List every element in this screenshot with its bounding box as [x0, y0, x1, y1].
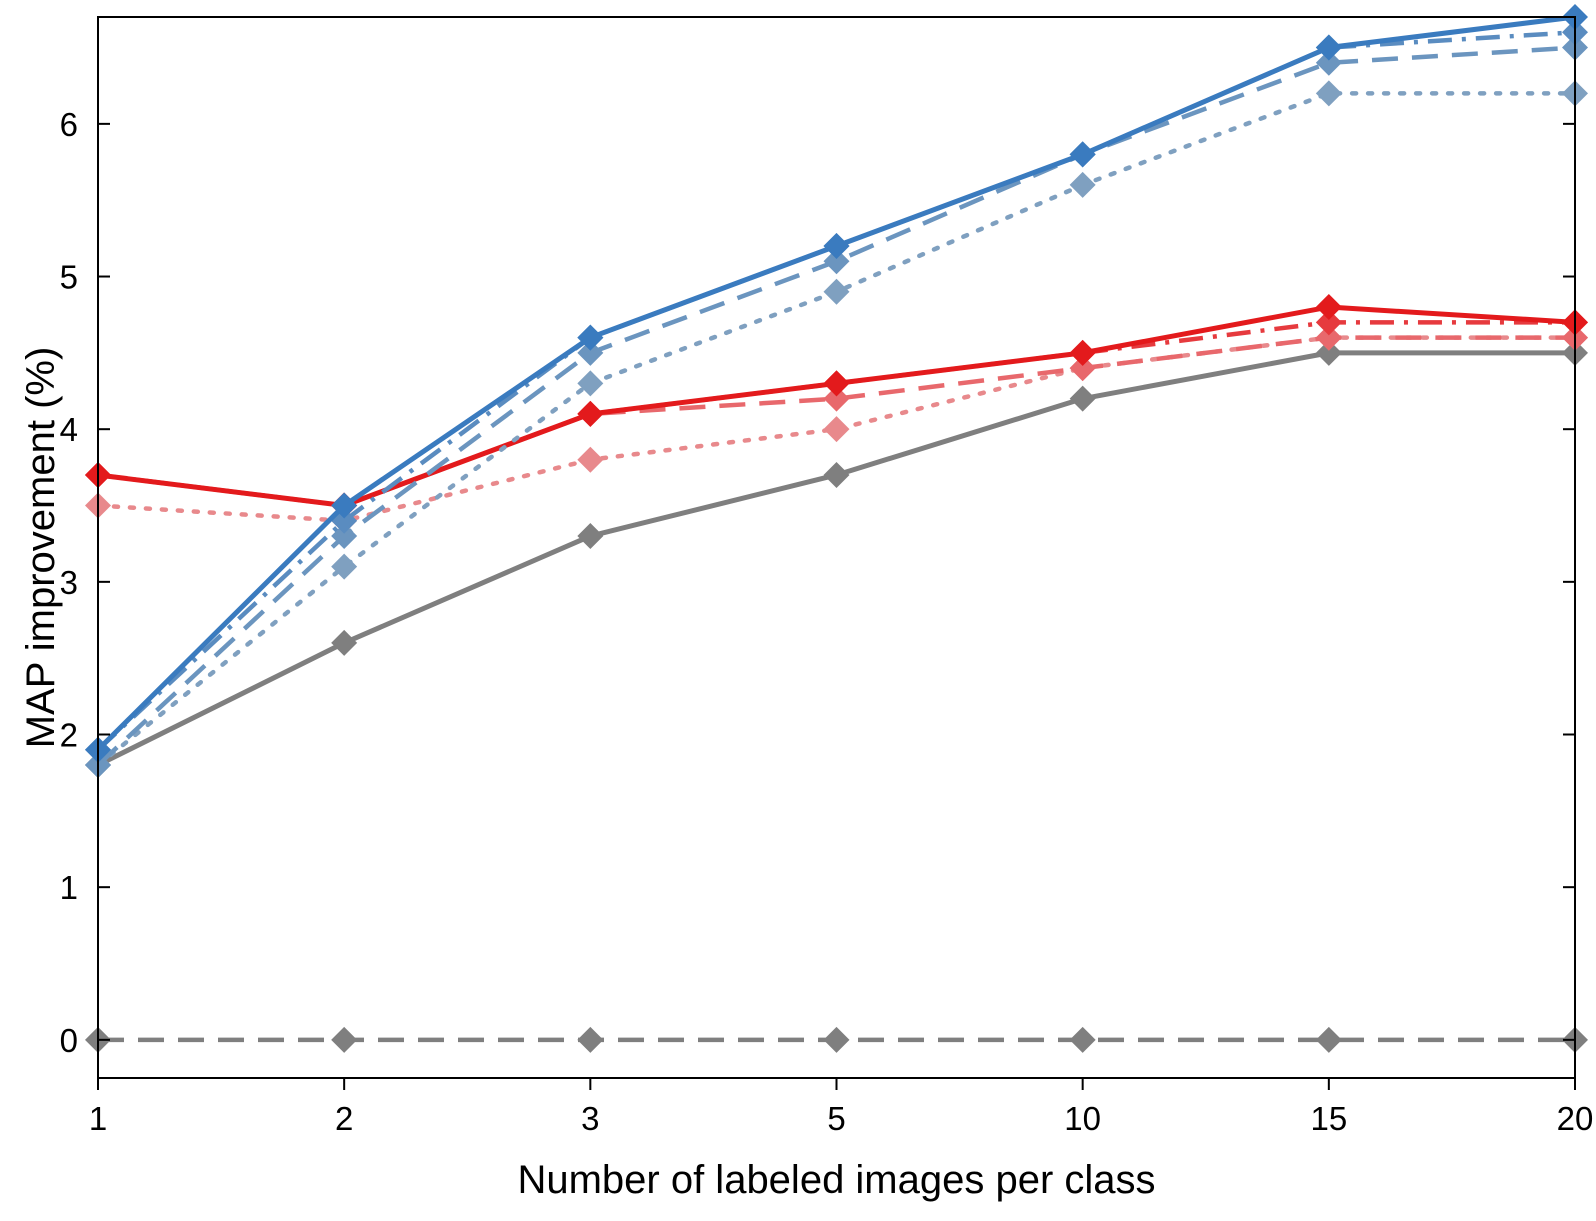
x-tick-label-3: 3	[581, 1100, 599, 1137]
data-point-red-solid-3	[577, 400, 604, 427]
y-tick-label-0: 0	[60, 1022, 78, 1059]
data-point-blue-solid-3	[577, 324, 604, 351]
data-point-red-dashed-10	[1069, 355, 1096, 382]
data-point-blue-dashed-15	[1315, 49, 1342, 76]
data-point-blue-solid-15	[1315, 34, 1342, 61]
x-tick-label-10: 10	[1064, 1100, 1101, 1137]
y-tick-label-3: 3	[60, 564, 78, 601]
data-point-gray-solid-10	[1069, 385, 1096, 412]
y-tick-label-4: 4	[60, 411, 78, 448]
data-point-blue-dotted-15	[1315, 80, 1342, 107]
data-point-red-solid-10	[1069, 339, 1096, 366]
data-point-red-dash-dot-15	[1315, 309, 1342, 336]
data-point-baseline-15	[1315, 1026, 1342, 1053]
data-point-blue-solid-10	[1069, 141, 1096, 168]
y-tick-label-2: 2	[60, 717, 78, 754]
data-point-red-dashed-5	[823, 385, 850, 412]
data-point-blue-dotted-10	[1069, 171, 1096, 198]
y-axis-title: MAP improvement (%)	[19, 347, 63, 749]
x-tick-label-15: 15	[1310, 1100, 1347, 1137]
data-point-blue-dotted-3	[577, 370, 604, 397]
data-point-red-solid-5	[823, 370, 850, 397]
data-point-red-dashed-15	[1315, 324, 1342, 351]
data-point-baseline-5	[823, 1026, 850, 1053]
plot-frame	[97, 16, 1576, 1079]
data-point-baseline-2	[331, 1026, 358, 1053]
data-point-blue-dotted-5	[823, 278, 850, 305]
data-point-blue-solid-5	[823, 232, 850, 259]
data-point-gray-solid-3	[577, 523, 604, 550]
data-point-red-dotted-3	[577, 446, 604, 473]
data-point-red-solid-15	[1315, 294, 1342, 321]
data-point-blue-solid-2	[331, 492, 358, 519]
x-tick-label-5: 5	[827, 1100, 845, 1137]
x-tick-label-2: 2	[335, 1100, 353, 1137]
axis-layer: 0 1 2 3 4 5 6 1 2 3 5 10 15 20	[60, 106, 1594, 1137]
data-point-blue-dotted-2	[331, 553, 358, 580]
data-point-blue-dashed-3	[577, 339, 604, 366]
x-tick-label-20: 20	[1557, 1100, 1594, 1137]
data-point-baseline-3	[577, 1026, 604, 1053]
data-point-blue-dashed-5	[823, 248, 850, 275]
x-axis-title: Number of labeled images per class	[517, 1158, 1155, 1202]
data-point-baseline-10	[1069, 1026, 1096, 1053]
data-point-gray-solid-15	[1315, 339, 1342, 366]
data-point-gray-solid-2	[331, 629, 358, 656]
data-point-gray-solid-5	[823, 461, 850, 488]
y-tick-label-6: 6	[60, 106, 78, 143]
series-baseline	[85, 1026, 1588, 1053]
series-layer	[85, 4, 1588, 1053]
y-tick-label-1: 1	[60, 869, 78, 906]
y-tick-label-5: 5	[60, 259, 78, 296]
x-tick-label-1: 1	[89, 1100, 107, 1137]
data-point-red-dotted-5	[823, 416, 850, 443]
